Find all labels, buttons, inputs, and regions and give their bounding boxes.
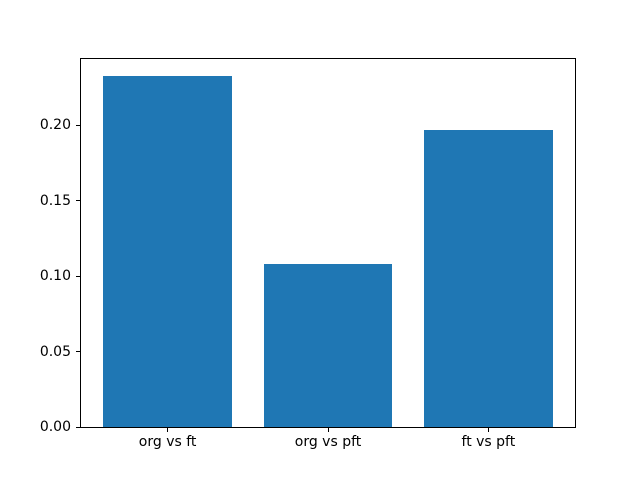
y-tick-label: 0.10 [39, 268, 71, 285]
bar-org-vs-pft [263, 264, 393, 427]
y-tick-mark [76, 124, 80, 126]
y-tick-mark [76, 426, 80, 428]
x-tick-label: org vs pft [294, 434, 362, 450]
y-tick-label: 0.00 [39, 419, 71, 435]
bar-org-vs-ft [103, 75, 232, 427]
bar-ft-vs-pft [424, 129, 553, 427]
y-tick-label: 0.20 [39, 117, 71, 134]
y-tick-mark [76, 275, 80, 277]
x-tick-mark [167, 428, 169, 432]
y-tick-label: 0.15 [39, 192, 71, 209]
x-tick-mark [487, 428, 489, 432]
x-tick-label: org vs ft [138, 434, 197, 450]
y-tick-mark [76, 351, 80, 353]
x-tick-label: ft vs pft [461, 434, 516, 450]
plot-area: 0.00 0.05 0.10 0.15 0.20 org vs ft org v… [40, 58, 576, 449]
y-tick-mark [76, 200, 80, 202]
x-tick-mark [327, 428, 329, 432]
y-tick-label: 0.05 [39, 343, 71, 360]
